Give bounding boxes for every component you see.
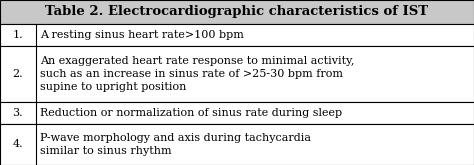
Bar: [0, 124, 474, 165]
Bar: [0, 24, 474, 46]
Text: Reduction or normalization of sinus rate during sleep: Reduction or normalization of sinus rate…: [40, 108, 342, 118]
Text: An exaggerated heart rate response to minimal activity,
such as an increase in s: An exaggerated heart rate response to mi…: [40, 56, 354, 92]
Text: Table 2. Electrocardiographic characteristics of IST: Table 2. Electrocardiographic characteri…: [46, 5, 428, 18]
Text: P-wave morphology and axis during tachycardia
similar to sinus rhythm: P-wave morphology and axis during tachyc…: [40, 133, 311, 156]
Bar: [0, 0, 474, 24]
Text: 2.: 2.: [12, 69, 23, 79]
Text: 1.: 1.: [12, 30, 23, 40]
Text: 4.: 4.: [12, 139, 23, 149]
Bar: [0, 102, 474, 124]
Text: 3.: 3.: [12, 108, 23, 118]
Bar: [0, 46, 474, 102]
Text: A resting sinus heart rate>100 bpm: A resting sinus heart rate>100 bpm: [40, 30, 244, 40]
